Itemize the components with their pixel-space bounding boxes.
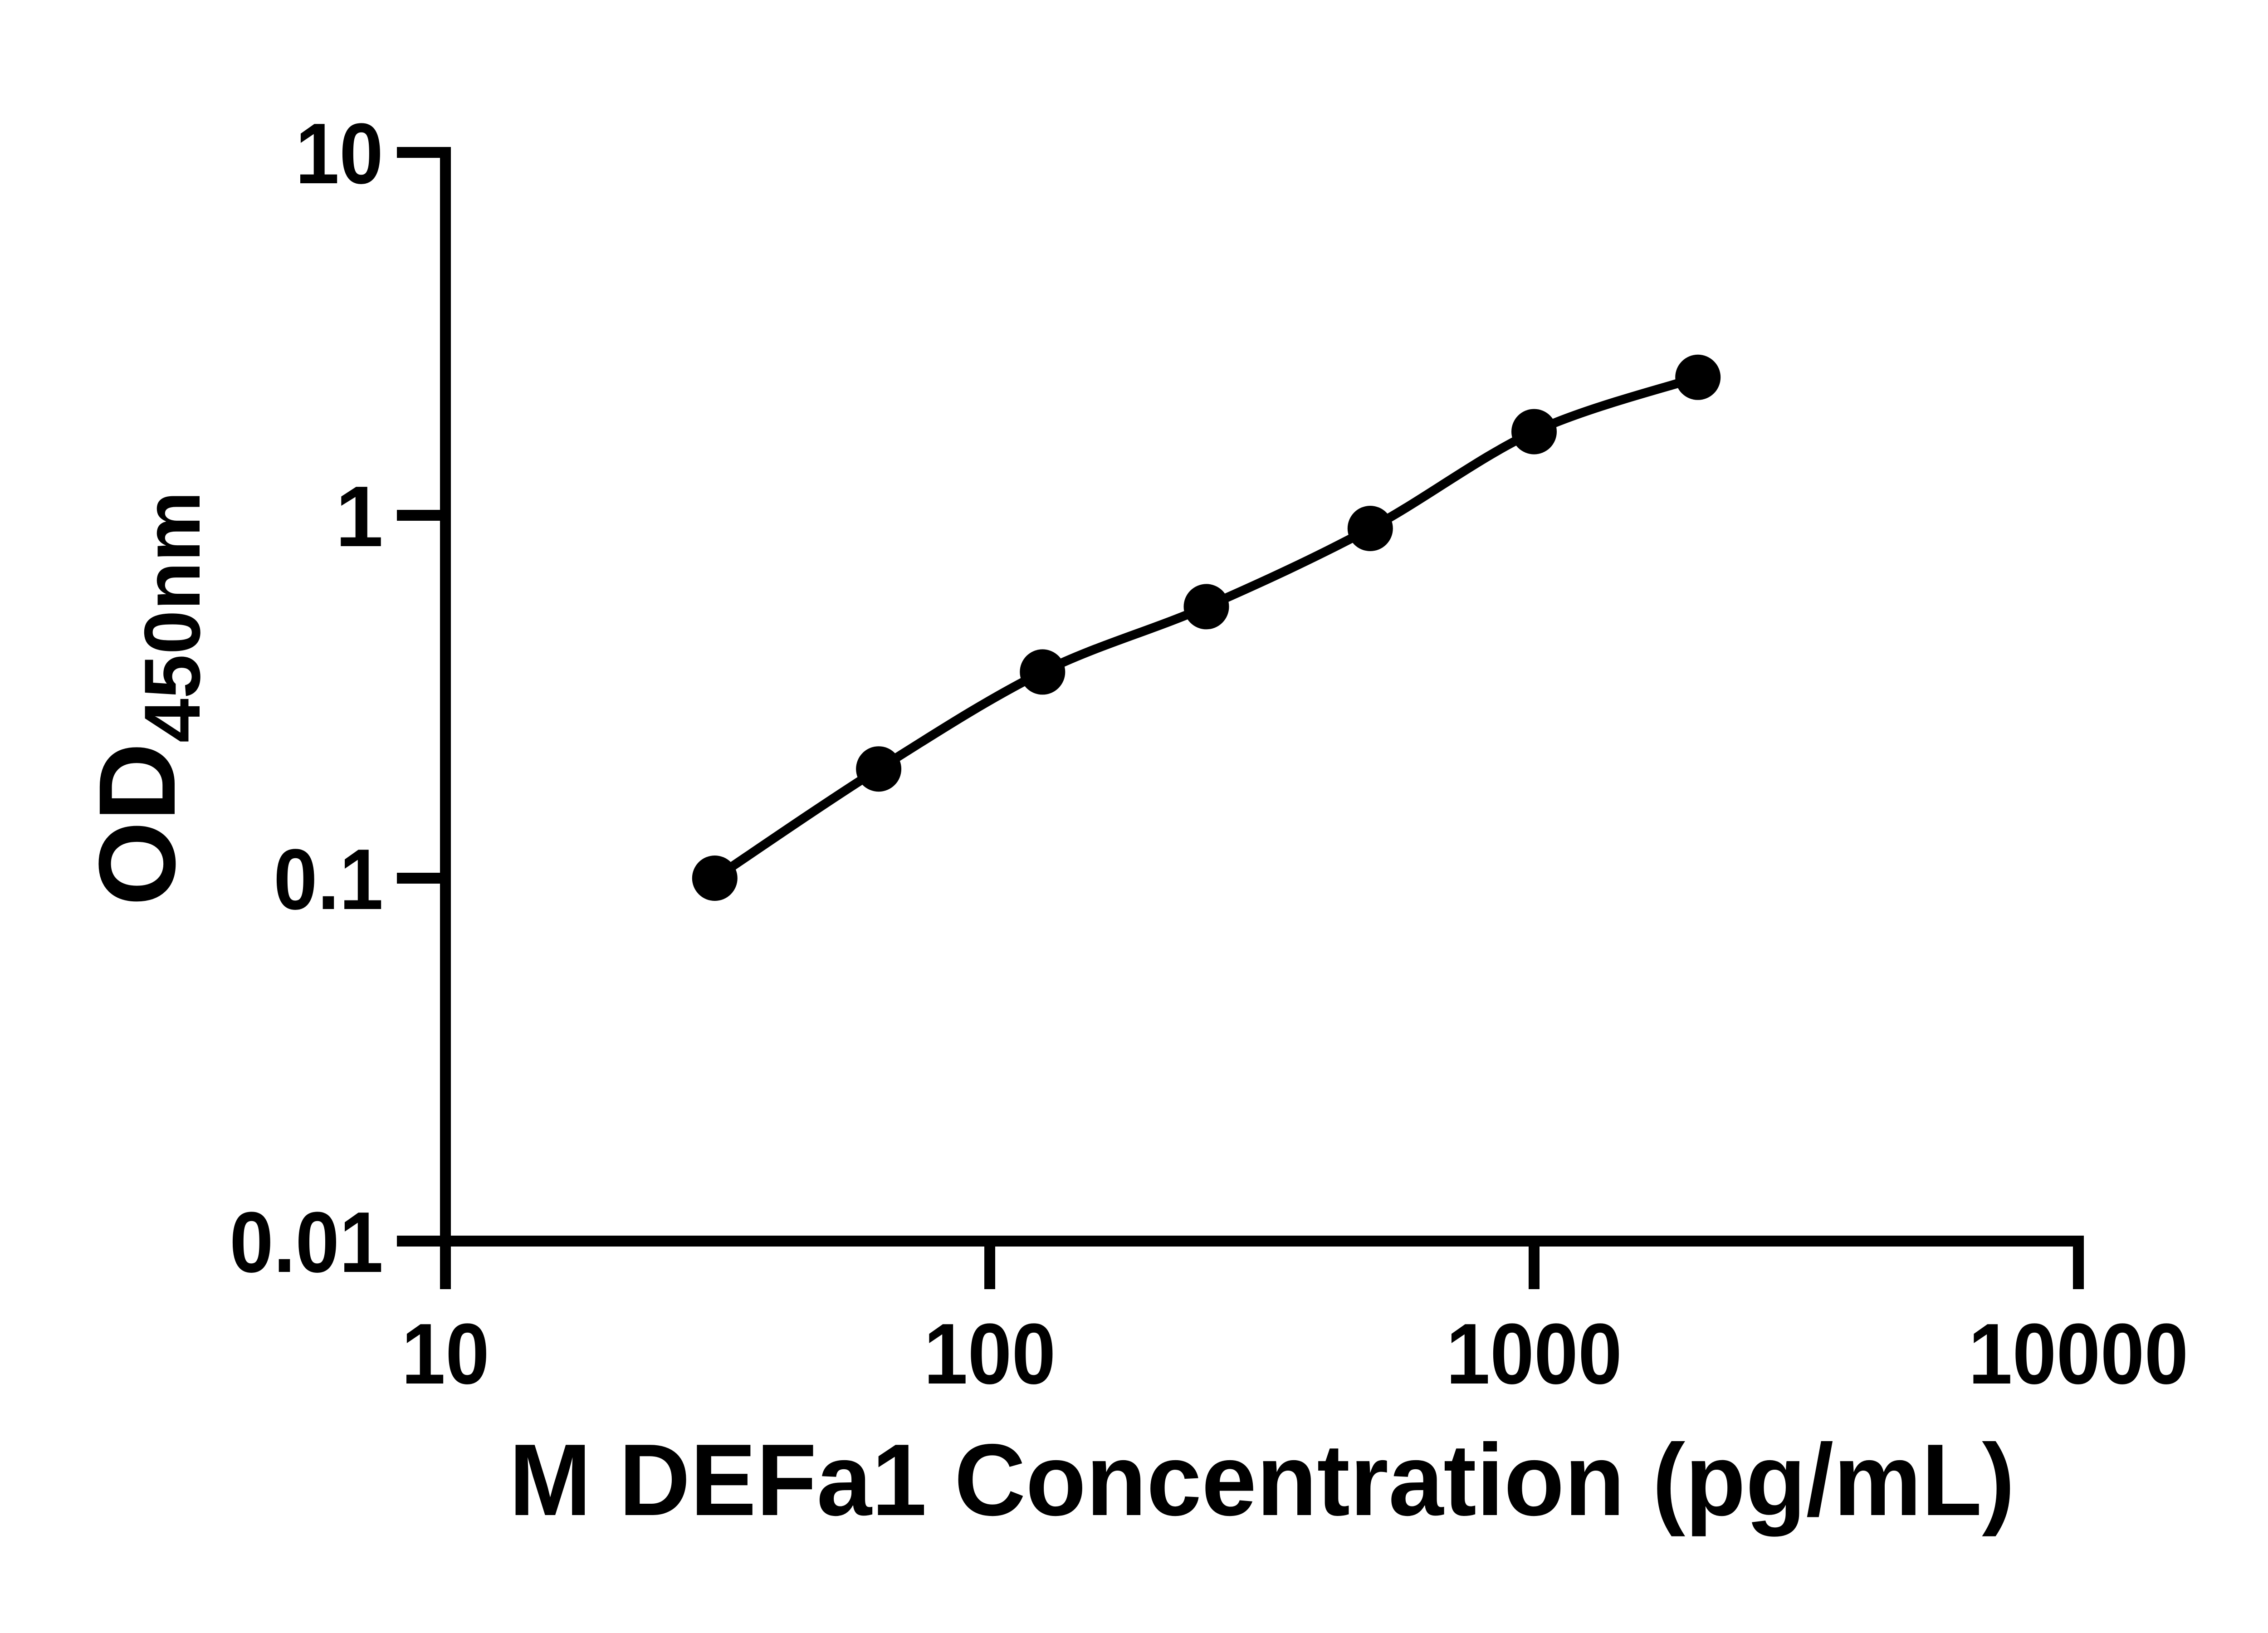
data-point bbox=[856, 746, 902, 792]
data-point bbox=[692, 856, 738, 901]
data-point bbox=[1675, 354, 1721, 400]
y-tick-label: 0.01 bbox=[230, 1194, 383, 1291]
x-tick-label: 100 bbox=[924, 1306, 1056, 1402]
series-layer bbox=[692, 354, 1721, 901]
y-axis-title-subscript: 450nm bbox=[128, 491, 217, 743]
axes-layer: 0.01 0.1 1 10 10 100 1000 10000 bbox=[230, 106, 2189, 1402]
x-tick-label: 1000 bbox=[1446, 1306, 1622, 1402]
y-tick-label: 10 bbox=[295, 106, 383, 202]
x-axis-title: M DEFa1 Concentration (pg/mL) bbox=[509, 1423, 2015, 1537]
data-point bbox=[1347, 506, 1393, 551]
y-axis-title: OD450nm bbox=[76, 491, 217, 906]
data-point bbox=[1511, 409, 1557, 455]
y-tick-label: 1 bbox=[335, 469, 383, 565]
x-tick-label: 10 bbox=[401, 1306, 489, 1402]
data-point bbox=[1020, 649, 1066, 695]
data-point bbox=[1183, 584, 1229, 630]
y-axis-title-main: OD bbox=[76, 743, 198, 906]
x-tick-label: 10000 bbox=[1969, 1306, 2189, 1402]
y-tick-label: 0.1 bbox=[274, 831, 383, 928]
